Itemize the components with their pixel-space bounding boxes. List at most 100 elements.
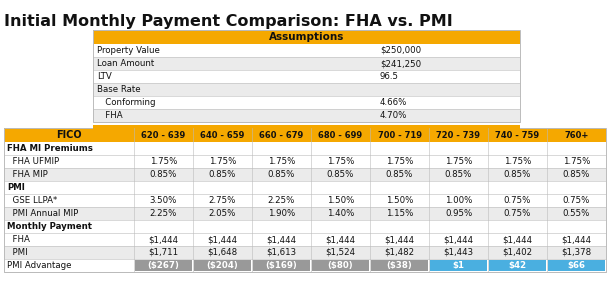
Text: FHA MIP: FHA MIP (7, 170, 48, 179)
Bar (371, 260, 428, 271)
Bar (93, 125, 520, 129)
Bar (93, 70, 520, 83)
Bar (93, 109, 520, 122)
Text: FHA MI Premiums: FHA MI Premiums (7, 144, 93, 153)
Bar (4, 128, 606, 142)
Text: FHA UFMIP: FHA UFMIP (7, 157, 59, 166)
Text: 4.70%: 4.70% (380, 111, 407, 120)
Text: 1.75%: 1.75% (504, 157, 531, 166)
Text: ($38): ($38) (387, 261, 412, 270)
Bar (253, 260, 310, 271)
Text: FICO: FICO (56, 130, 82, 140)
Text: $1,444: $1,444 (503, 235, 533, 244)
Text: Conforming: Conforming (97, 98, 156, 107)
Text: 96.5: 96.5 (380, 72, 399, 81)
Text: 1.75%: 1.75% (209, 157, 236, 166)
Text: $1,378: $1,378 (561, 248, 592, 257)
Text: 0.55%: 0.55% (563, 209, 590, 218)
Text: $1,444: $1,444 (148, 235, 179, 244)
Text: 4.66%: 4.66% (380, 98, 407, 107)
Bar (489, 260, 546, 271)
Text: 0.85%: 0.85% (209, 170, 236, 179)
Bar (548, 260, 605, 271)
Text: Base Rate: Base Rate (97, 85, 141, 94)
Bar (430, 260, 487, 271)
Text: 2.25%: 2.25% (150, 209, 177, 218)
Text: 2.25%: 2.25% (268, 196, 295, 205)
Text: GSE LLPA*: GSE LLPA* (7, 196, 57, 205)
Text: $1,613: $1,613 (267, 248, 296, 257)
Text: PMI Annual MIP: PMI Annual MIP (7, 209, 78, 218)
Text: 0.85%: 0.85% (504, 170, 531, 179)
Text: 1.75%: 1.75% (563, 157, 590, 166)
Text: 1.75%: 1.75% (445, 157, 472, 166)
Text: $1,444: $1,444 (443, 235, 473, 244)
Text: PMI Advantage: PMI Advantage (7, 261, 71, 270)
Bar (135, 260, 192, 271)
Text: Property Value: Property Value (97, 46, 160, 55)
Bar (93, 30, 520, 44)
Bar (93, 83, 520, 96)
Text: 660 - 679: 660 - 679 (259, 131, 304, 139)
Text: ($80): ($80) (328, 261, 353, 270)
Bar (93, 57, 520, 70)
Text: 1.75%: 1.75% (150, 157, 177, 166)
Text: $1,444: $1,444 (326, 235, 356, 244)
Text: $1,402: $1,402 (503, 248, 533, 257)
Text: 1.40%: 1.40% (327, 209, 354, 218)
Text: ($267): ($267) (148, 261, 179, 270)
Text: $1,648: $1,648 (207, 248, 237, 257)
Text: 0.85%: 0.85% (268, 170, 295, 179)
Text: $1,524: $1,524 (326, 248, 356, 257)
Text: FHA: FHA (7, 235, 30, 244)
Text: 0.85%: 0.85% (327, 170, 354, 179)
Text: 0.75%: 0.75% (504, 196, 531, 205)
Text: 1.75%: 1.75% (327, 157, 354, 166)
Text: 0.75%: 0.75% (504, 209, 531, 218)
Text: Assumptions: Assumptions (269, 32, 344, 42)
Bar (4, 207, 606, 220)
Text: $1,711: $1,711 (148, 248, 179, 257)
Text: FHA: FHA (97, 111, 123, 120)
Text: PMI: PMI (7, 183, 25, 192)
Text: 620 - 639: 620 - 639 (142, 131, 185, 139)
Text: Initial Monthly Payment Comparison: FHA vs. PMI: Initial Monthly Payment Comparison: FHA … (4, 14, 453, 29)
Text: ($169): ($169) (265, 261, 298, 270)
Text: $1,482: $1,482 (384, 248, 415, 257)
Bar (4, 128, 606, 272)
Bar (194, 260, 251, 271)
Text: 0.75%: 0.75% (563, 196, 590, 205)
Bar (312, 260, 369, 271)
Text: 0.85%: 0.85% (150, 170, 177, 179)
Bar (93, 96, 520, 109)
Text: 0.85%: 0.85% (386, 170, 413, 179)
Text: Monthly Payment: Monthly Payment (7, 222, 92, 231)
Text: 640 - 659: 640 - 659 (200, 131, 245, 139)
Text: 2.75%: 2.75% (209, 196, 236, 205)
Text: 1.90%: 1.90% (268, 209, 295, 218)
Text: 1.50%: 1.50% (386, 196, 413, 205)
Bar (4, 246, 606, 259)
Text: 0.85%: 0.85% (563, 170, 590, 179)
Text: 1.75%: 1.75% (268, 157, 295, 166)
Text: $1: $1 (453, 261, 464, 270)
Text: $42: $42 (509, 261, 526, 270)
Bar (4, 142, 606, 155)
Text: 2.05%: 2.05% (209, 209, 236, 218)
Text: 0.95%: 0.95% (445, 209, 472, 218)
Text: PMI: PMI (7, 248, 27, 257)
Text: 1.75%: 1.75% (386, 157, 413, 166)
Bar (4, 194, 606, 207)
Text: $1,444: $1,444 (384, 235, 415, 244)
Text: 700 - 719: 700 - 719 (378, 131, 422, 139)
Bar (93, 44, 520, 57)
Bar (4, 181, 606, 194)
Text: $1,444: $1,444 (207, 235, 237, 244)
Text: $66: $66 (567, 261, 586, 270)
Text: 1.15%: 1.15% (386, 209, 413, 218)
Text: 760+: 760+ (564, 131, 589, 139)
Text: LTV: LTV (97, 72, 112, 81)
Text: $241,250: $241,250 (380, 59, 421, 68)
Text: 1.50%: 1.50% (327, 196, 354, 205)
Text: $1,444: $1,444 (267, 235, 296, 244)
